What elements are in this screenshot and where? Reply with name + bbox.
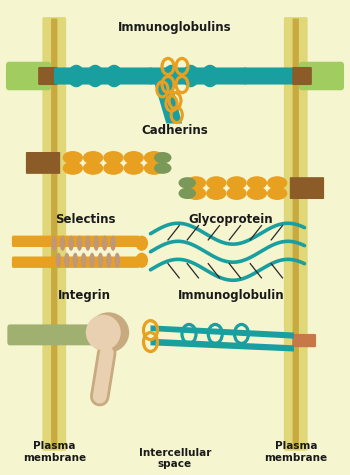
FancyBboxPatch shape: [12, 236, 140, 247]
Ellipse shape: [267, 176, 287, 190]
Ellipse shape: [86, 315, 121, 351]
Ellipse shape: [64, 253, 70, 268]
Ellipse shape: [186, 187, 206, 200]
Polygon shape: [154, 82, 182, 124]
FancyBboxPatch shape: [12, 256, 140, 268]
Ellipse shape: [106, 253, 112, 268]
Ellipse shape: [135, 236, 148, 251]
Ellipse shape: [114, 253, 120, 268]
FancyBboxPatch shape: [42, 17, 66, 451]
Ellipse shape: [178, 177, 196, 189]
FancyBboxPatch shape: [148, 67, 247, 85]
Ellipse shape: [63, 151, 83, 164]
Ellipse shape: [56, 253, 61, 268]
Ellipse shape: [72, 253, 78, 268]
Ellipse shape: [226, 176, 247, 190]
Ellipse shape: [81, 253, 86, 268]
Ellipse shape: [88, 313, 129, 352]
Ellipse shape: [85, 236, 91, 251]
FancyBboxPatch shape: [284, 17, 308, 451]
Text: Cadherins: Cadherins: [142, 124, 208, 137]
Text: Glycoprotein: Glycoprotein: [189, 213, 273, 227]
Ellipse shape: [51, 236, 57, 251]
Ellipse shape: [186, 176, 206, 190]
Text: Immunoglobulin: Immunoglobulin: [178, 289, 284, 302]
FancyBboxPatch shape: [299, 62, 344, 90]
Ellipse shape: [124, 162, 144, 175]
Ellipse shape: [63, 162, 83, 175]
FancyBboxPatch shape: [26, 152, 60, 163]
FancyBboxPatch shape: [26, 162, 60, 174]
Polygon shape: [150, 339, 294, 352]
Text: Plasma
membrane: Plasma membrane: [264, 441, 327, 463]
Ellipse shape: [102, 236, 107, 251]
Ellipse shape: [83, 151, 103, 164]
Polygon shape: [150, 325, 294, 339]
Ellipse shape: [206, 176, 226, 190]
Ellipse shape: [144, 162, 164, 175]
Ellipse shape: [247, 176, 267, 190]
Text: Selectins: Selectins: [56, 213, 116, 227]
Ellipse shape: [98, 253, 103, 268]
Ellipse shape: [103, 162, 124, 175]
Ellipse shape: [154, 152, 172, 163]
Ellipse shape: [60, 236, 65, 251]
Ellipse shape: [178, 188, 196, 199]
Ellipse shape: [206, 187, 226, 200]
FancyBboxPatch shape: [290, 177, 324, 189]
FancyBboxPatch shape: [293, 19, 299, 449]
Ellipse shape: [93, 236, 99, 251]
Ellipse shape: [144, 151, 164, 164]
FancyBboxPatch shape: [292, 67, 312, 85]
Text: Immunoglobulins: Immunoglobulins: [118, 21, 232, 34]
FancyBboxPatch shape: [290, 188, 324, 199]
Ellipse shape: [68, 236, 74, 251]
Ellipse shape: [89, 253, 95, 268]
FancyBboxPatch shape: [51, 19, 57, 449]
Text: Integrin: Integrin: [57, 289, 111, 302]
Ellipse shape: [135, 253, 148, 268]
Ellipse shape: [110, 236, 116, 251]
FancyBboxPatch shape: [243, 67, 296, 85]
FancyBboxPatch shape: [38, 67, 58, 85]
Ellipse shape: [77, 236, 82, 251]
FancyBboxPatch shape: [6, 62, 51, 90]
FancyBboxPatch shape: [7, 324, 111, 345]
Text: Plasma
membrane: Plasma membrane: [23, 441, 86, 463]
Ellipse shape: [83, 162, 103, 175]
Ellipse shape: [124, 151, 144, 164]
Ellipse shape: [247, 187, 267, 200]
Ellipse shape: [154, 162, 172, 174]
Ellipse shape: [226, 187, 247, 200]
Text: Intercellular
space: Intercellular space: [139, 447, 211, 469]
Ellipse shape: [103, 151, 124, 164]
FancyBboxPatch shape: [54, 67, 153, 85]
Ellipse shape: [267, 187, 287, 200]
FancyBboxPatch shape: [292, 334, 316, 347]
